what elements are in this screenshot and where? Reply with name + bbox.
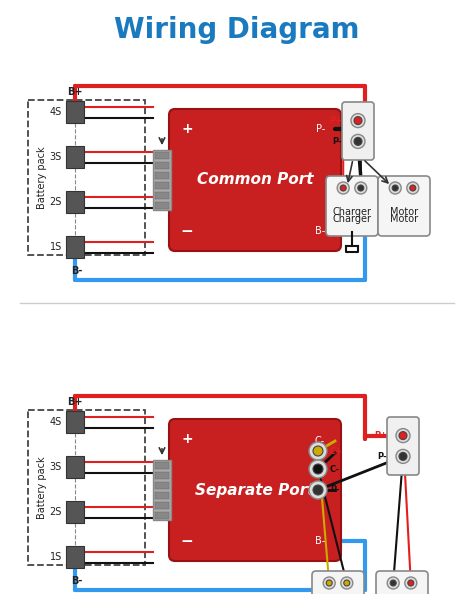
Text: P-: P-	[377, 452, 387, 461]
Bar	[155, 182, 169, 188]
Text: Battery pack: Battery pack	[37, 456, 47, 519]
Text: Motor: Motor	[390, 214, 418, 224]
Text: 4S: 4S	[50, 417, 62, 427]
Circle shape	[351, 134, 365, 148]
Bar	[28, 100, 145, 255]
FancyBboxPatch shape	[376, 571, 428, 594]
Bar	[155, 191, 169, 198]
FancyBboxPatch shape	[326, 176, 378, 236]
Text: +: +	[181, 432, 193, 446]
Text: 1S: 1S	[50, 242, 62, 252]
Bar	[66, 456, 84, 478]
FancyBboxPatch shape	[378, 176, 430, 236]
Bar	[66, 236, 84, 258]
Text: Separate Port: Separate Port	[195, 482, 315, 498]
Circle shape	[323, 577, 335, 589]
Text: −: −	[181, 223, 193, 239]
Text: C-: C-	[330, 465, 340, 473]
Bar	[155, 501, 169, 508]
Text: +: +	[181, 122, 193, 136]
Text: B-: B-	[71, 576, 82, 586]
Circle shape	[410, 185, 416, 191]
Circle shape	[387, 577, 399, 589]
Bar	[153, 150, 171, 210]
Circle shape	[399, 432, 407, 440]
Bar	[66, 411, 84, 433]
Text: B-: B-	[315, 536, 325, 546]
Text: C-: C-	[315, 436, 325, 446]
Circle shape	[389, 182, 401, 194]
Text: P+: P+	[329, 116, 342, 125]
Circle shape	[309, 460, 327, 478]
Text: P-: P-	[330, 485, 340, 494]
Circle shape	[396, 429, 410, 443]
Circle shape	[337, 182, 349, 194]
Bar	[155, 162, 169, 169]
Circle shape	[408, 580, 414, 586]
Text: Wiring Diagram: Wiring Diagram	[114, 16, 360, 44]
Text: P+: P+	[374, 431, 387, 440]
FancyBboxPatch shape	[169, 419, 341, 561]
Bar	[66, 101, 84, 123]
Circle shape	[309, 481, 327, 499]
Text: Motor: Motor	[390, 207, 418, 217]
Circle shape	[341, 577, 353, 589]
Bar	[155, 482, 169, 488]
Circle shape	[313, 464, 323, 474]
Circle shape	[344, 580, 350, 586]
Circle shape	[405, 577, 417, 589]
Bar	[66, 146, 84, 168]
Text: −: −	[181, 533, 193, 548]
Bar	[66, 191, 84, 213]
FancyBboxPatch shape	[312, 571, 364, 594]
Text: 2S: 2S	[50, 507, 62, 517]
Circle shape	[354, 116, 362, 125]
Circle shape	[313, 485, 323, 495]
Text: 3S: 3S	[50, 462, 62, 472]
Text: B-: B-	[71, 266, 82, 276]
Text: Charger: Charger	[332, 207, 372, 217]
Circle shape	[399, 453, 407, 460]
Text: P-: P-	[316, 124, 325, 134]
Bar	[155, 491, 169, 498]
Circle shape	[354, 137, 362, 146]
FancyBboxPatch shape	[342, 102, 374, 160]
Text: B-: B-	[315, 226, 325, 236]
Circle shape	[407, 182, 419, 194]
Text: 3S: 3S	[50, 152, 62, 162]
FancyBboxPatch shape	[387, 417, 419, 475]
Bar	[155, 201, 169, 208]
Text: C+: C+	[330, 447, 343, 456]
Bar	[28, 410, 145, 565]
Bar	[155, 462, 169, 469]
Circle shape	[326, 580, 332, 586]
Bar	[155, 511, 169, 519]
Circle shape	[396, 450, 410, 463]
Text: Charger: Charger	[332, 214, 372, 224]
Text: B+: B+	[67, 397, 83, 407]
Circle shape	[340, 185, 346, 191]
Bar	[155, 472, 169, 479]
Bar	[66, 501, 84, 523]
Circle shape	[351, 113, 365, 128]
Bar	[155, 151, 169, 159]
Circle shape	[358, 185, 364, 191]
Text: 4S: 4S	[50, 107, 62, 117]
Text: 2S: 2S	[50, 197, 62, 207]
Bar	[153, 460, 171, 520]
Text: P-: P-	[332, 137, 342, 146]
Text: B+: B+	[67, 87, 83, 97]
Text: 1S: 1S	[50, 552, 62, 562]
Text: Common Port: Common Port	[197, 172, 313, 188]
Circle shape	[390, 580, 396, 586]
FancyBboxPatch shape	[169, 109, 341, 251]
Circle shape	[313, 446, 323, 456]
Circle shape	[355, 182, 367, 194]
Circle shape	[309, 442, 327, 460]
Bar	[155, 172, 169, 179]
Circle shape	[392, 185, 398, 191]
Text: Battery pack: Battery pack	[37, 146, 47, 209]
Bar	[66, 546, 84, 568]
Text: P-: P-	[316, 485, 325, 495]
